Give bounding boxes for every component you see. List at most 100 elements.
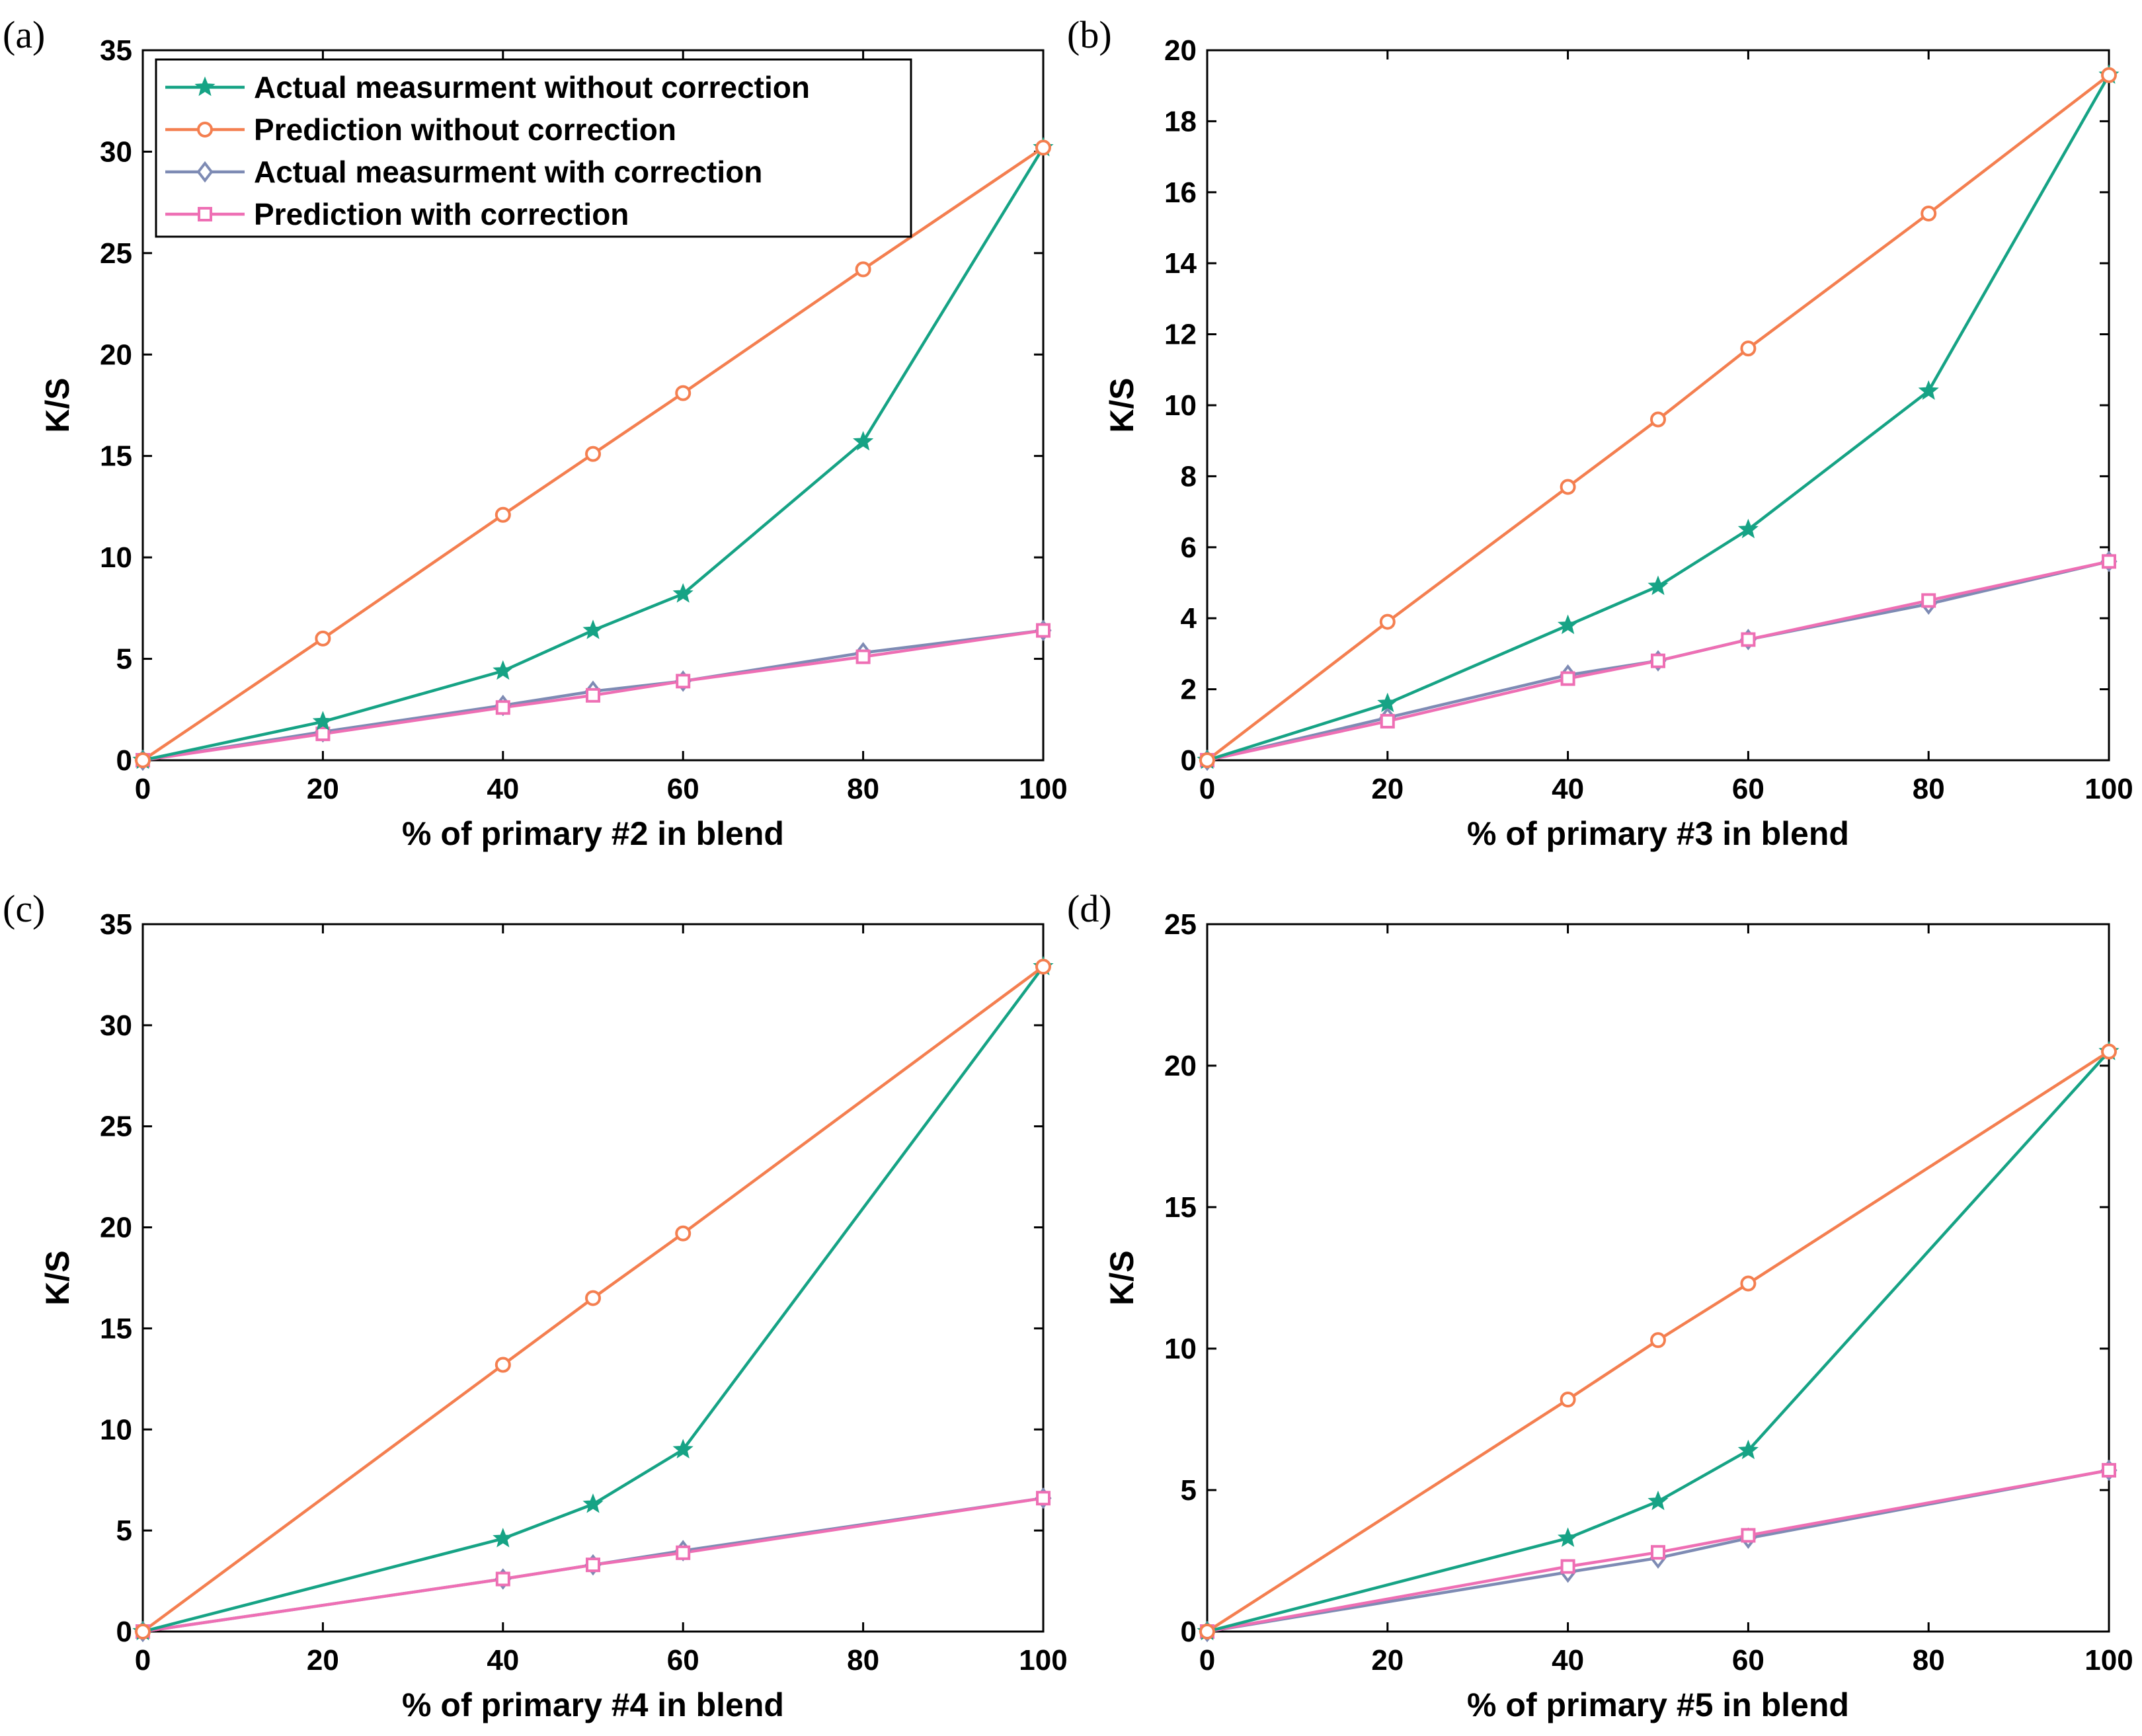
y-tick-label: 20 xyxy=(1164,34,1197,67)
data-point-pred-without xyxy=(1740,340,1757,357)
plot-frame xyxy=(141,49,1045,762)
data-point-pred-without xyxy=(1199,1624,1215,1639)
x-axis-label: % of primary #5 in blend xyxy=(1467,1686,1849,1723)
data-point-pred-without xyxy=(855,261,871,278)
y-tick-label: 12 xyxy=(1164,319,1197,351)
data-point-pred-without xyxy=(2101,1043,2117,1060)
y-axis-label: K/S xyxy=(1103,377,1140,432)
x-tick-label: 20 xyxy=(1371,1644,1404,1677)
data-point-pred-without xyxy=(1560,479,1576,495)
data-point-actual-without xyxy=(582,619,604,639)
legend-box xyxy=(155,58,912,238)
x-tick-label: 60 xyxy=(667,773,699,805)
y-tick-label: 2 xyxy=(1181,674,1197,706)
data-point-actual-without xyxy=(1737,1439,1759,1460)
x-tick-label: 20 xyxy=(307,773,339,805)
y-tick-label: 30 xyxy=(100,136,132,168)
legend-marker-actual-without xyxy=(194,76,216,97)
data-point-pred-without xyxy=(1199,752,1215,768)
data-point-actual-without xyxy=(1557,1527,1579,1548)
data-point-pred-with xyxy=(1651,653,1665,668)
chart-panel-a: 0 20 40 60 80 100 0 5 10 15 20 25 30 35 % of primary #… xyxy=(3,13,1068,852)
x-axis-label: % of primary #3 in blend xyxy=(1467,815,1849,852)
x-tick-label: 80 xyxy=(1913,1644,1945,1677)
data-point-pred-with xyxy=(2102,554,2116,569)
data-point-pred-without xyxy=(1921,206,1937,222)
y-tick-label: 8 xyxy=(1181,460,1197,493)
data-point-actual-without xyxy=(852,430,874,451)
chart-panel-c: 0 20 40 60 80 100 0 5 10 15 20 25 30 35 % of primary #… xyxy=(3,887,1068,1723)
legend-marker-pred-with xyxy=(198,207,212,221)
y-tick-label: 5 xyxy=(1181,1474,1197,1507)
data-point-actual-without xyxy=(1557,614,1579,635)
data-point-pred-with xyxy=(1651,1545,1665,1560)
data-point-pred-without xyxy=(135,1624,151,1639)
x-axis-label: % of primary #2 in blend xyxy=(402,815,784,852)
y-axis-label: K/S xyxy=(39,377,76,432)
data-point-pred-with xyxy=(676,1545,691,1560)
y-tick-label: 0 xyxy=(116,744,132,777)
x-tick-label: 40 xyxy=(487,773,519,805)
x-tick-label: 80 xyxy=(847,773,879,805)
data-point-pred-with xyxy=(315,727,331,742)
x-tick-label: 100 xyxy=(2084,773,2133,805)
y-tick-label: 30 xyxy=(100,1009,132,1042)
y-tick-label: 4 xyxy=(1181,602,1197,635)
y-tick-label: 15 xyxy=(100,1312,132,1345)
x-tick-label: 0 xyxy=(135,773,151,805)
y-tick-label: 20 xyxy=(100,1212,132,1244)
data-point-pred-without xyxy=(2101,67,2117,83)
data-point-pred-without xyxy=(1740,1275,1757,1292)
legend-entry-label: Prediction with correction xyxy=(254,197,629,231)
legend-entry-label: Actual measurment without correction xyxy=(254,70,810,104)
y-tick-label: 10 xyxy=(100,1413,132,1446)
data-point-pred-without xyxy=(315,630,331,647)
y-tick-label: 15 xyxy=(1164,1191,1197,1224)
data-point-pred-without xyxy=(675,385,692,401)
data-point-actual-without xyxy=(1737,518,1759,539)
data-point-pred-without xyxy=(1650,411,1666,428)
legend-marker-pred-without xyxy=(197,122,213,138)
data-point-pred-with xyxy=(1741,632,1756,647)
y-tick-label: 20 xyxy=(1164,1050,1197,1082)
x-tick-label: 80 xyxy=(847,1644,879,1677)
y-tick-label: 10 xyxy=(1164,1333,1197,1365)
legend-entry-label: Actual measurment with correction xyxy=(254,155,762,189)
x-tick-label: 40 xyxy=(1552,1644,1584,1677)
data-point-pred-without xyxy=(1560,1392,1576,1408)
panel-label: (c) xyxy=(3,887,45,930)
legend-marker-actual-with xyxy=(196,161,214,183)
panel-label: (d) xyxy=(1067,887,1112,930)
x-tick-label: 60 xyxy=(667,1644,699,1677)
legend: Actual measurment without correction Pred… xyxy=(155,58,912,238)
x-tick-label: 100 xyxy=(1019,1644,1067,1677)
data-point-pred-without xyxy=(135,752,151,768)
y-tick-label: 25 xyxy=(1164,908,1197,941)
x-axis-label: % of primary #4 in blend xyxy=(402,1686,784,1723)
data-point-pred-without xyxy=(495,506,511,523)
y-tick-label: 10 xyxy=(1164,389,1197,422)
y-tick-label: 25 xyxy=(100,237,132,270)
x-tick-label: 40 xyxy=(487,1644,519,1677)
chart-panel-d: 0 20 40 60 80 100 0 5 10 15 20 25 % of primary #5 in… xyxy=(1067,887,2133,1723)
data-point-pred-without xyxy=(585,1290,601,1306)
data-point-actual-without xyxy=(1647,1490,1669,1511)
data-point-pred-without xyxy=(495,1357,511,1373)
data-point-pred-without xyxy=(1035,139,1051,156)
y-tick-label: 5 xyxy=(116,643,132,676)
y-tick-label: 10 xyxy=(100,541,132,574)
x-tick-label: 0 xyxy=(1199,1644,1215,1677)
data-point-pred-without xyxy=(1379,613,1396,630)
panel-label: (b) xyxy=(1067,13,1112,56)
y-tick-label: 0 xyxy=(116,1616,132,1648)
data-point-pred-with xyxy=(1560,671,1575,686)
data-point-pred-without xyxy=(1650,1332,1666,1349)
x-tick-label: 100 xyxy=(1019,773,1067,805)
panel-label: (a) xyxy=(3,13,45,56)
data-point-pred-without xyxy=(675,1225,692,1242)
data-point-actual-without xyxy=(493,660,514,680)
x-tick-label: 100 xyxy=(2084,1644,2133,1677)
data-point-pred-with xyxy=(586,1558,600,1573)
y-tick-label: 20 xyxy=(100,338,132,371)
